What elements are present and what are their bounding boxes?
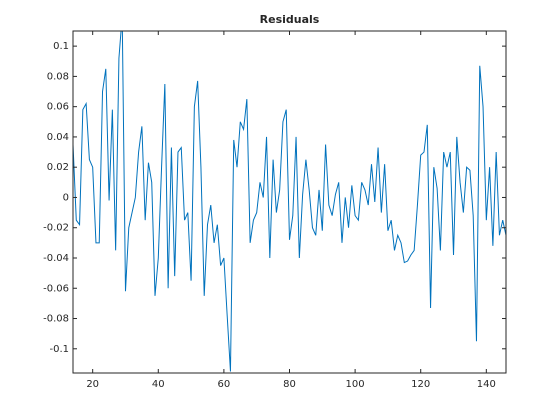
y-tick-label: 0.04	[47, 132, 69, 143]
data-line	[73, 31, 506, 372]
y-tick-label: 0	[63, 192, 69, 203]
x-tick-label: 120	[411, 379, 430, 390]
x-tick-label: 80	[283, 379, 296, 390]
y-tick-label: 0.02	[47, 162, 69, 173]
y-tick-label: 0.06	[47, 102, 69, 113]
plot-area	[73, 31, 506, 372]
y-tick-label: -0.1	[49, 344, 69, 355]
y-tick-label: -0.08	[43, 314, 69, 325]
y-tick-label: 0.08	[47, 71, 69, 82]
chart-title: Residuals	[260, 13, 320, 26]
x-tick-label: 140	[477, 379, 496, 390]
x-tick-label: 20	[86, 379, 99, 390]
y-tick-label: 0.1	[53, 41, 69, 52]
y-tick-label: -0.06	[43, 283, 69, 294]
x-tick-label: 60	[218, 379, 231, 390]
x-tick-label: 40	[152, 379, 165, 390]
y-tick-label: -0.04	[43, 253, 69, 264]
x-tick-label: 100	[346, 379, 365, 390]
y-tick-label: -0.02	[43, 223, 69, 234]
